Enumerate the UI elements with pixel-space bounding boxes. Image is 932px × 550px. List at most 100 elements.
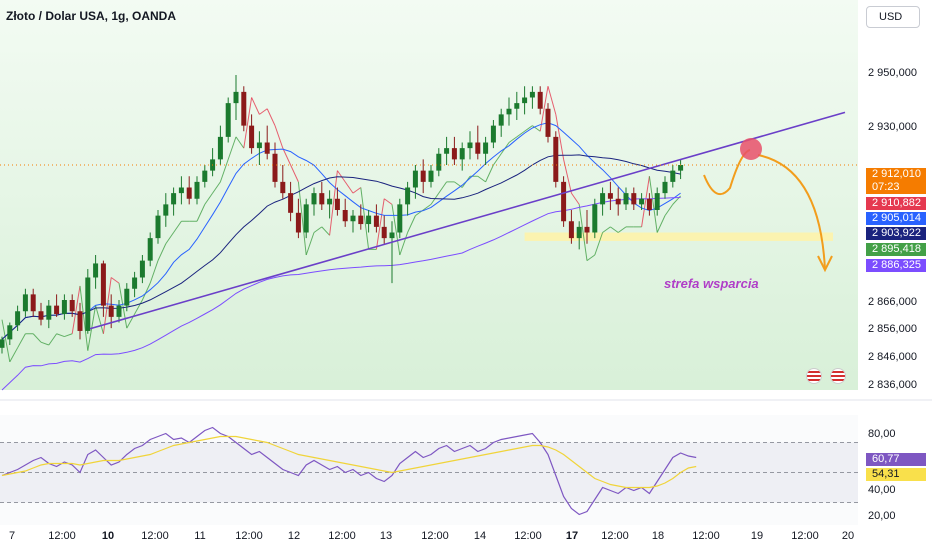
- supertrend-segment: [9, 347, 19, 363]
- time-axis-label: 12:00: [601, 530, 629, 542]
- candle-body: [646, 198, 652, 210]
- supertrend-segment: [578, 204, 588, 261]
- supertrend-segment: [602, 226, 611, 233]
- supertrend-segment: [375, 198, 385, 250]
- supertrend-segment: [17, 333, 26, 349]
- candle-body: [467, 142, 473, 149]
- candle-body: [366, 215, 372, 225]
- supertrend-segment: [485, 164, 494, 183]
- candle-body: [139, 260, 145, 278]
- supertrend-segment: [617, 226, 627, 233]
- rsi-line: [1, 426, 697, 516]
- candle-body: [85, 277, 91, 331]
- candle-body: [77, 311, 83, 331]
- candle-body: [639, 198, 645, 205]
- candle-body: [428, 170, 434, 182]
- supertrend-segment: [313, 226, 323, 233]
- candle-body: [319, 193, 325, 205]
- candle-body: [397, 204, 403, 233]
- candle-body: [171, 193, 177, 205]
- supertrend-segment: [95, 305, 104, 334]
- rsi-ma-value-badge: 54,31: [866, 468, 926, 481]
- time-axis-label: 12:00: [421, 530, 449, 542]
- candle-body: [7, 325, 13, 340]
- time-axis-label: 12:00: [48, 530, 76, 542]
- candle-body: [163, 204, 169, 216]
- supertrend-segment: [570, 192, 580, 205]
- time-axis-label: 7: [8, 530, 16, 542]
- time-axis-label: 12:00: [235, 530, 263, 542]
- time-axis-label: 19: [750, 530, 764, 542]
- supertrend-segment: [290, 164, 299, 183]
- candle-body: [178, 187, 184, 194]
- price-axis-label: 2 856,000: [868, 323, 917, 335]
- supertrend-segment: [422, 203, 432, 211]
- candle-body: [615, 198, 621, 205]
- candle-body: [225, 103, 231, 137]
- supertrend-segment: [243, 97, 253, 149]
- candle-body: [311, 193, 317, 205]
- us-flag-event-icon[interactable]: [806, 368, 822, 384]
- us-flag-event-icon[interactable]: [830, 368, 846, 384]
- candle-body: [264, 142, 270, 154]
- target-marker: [740, 138, 762, 160]
- candle-body: [93, 263, 99, 278]
- supertrend-segment: [391, 204, 401, 256]
- supertrend-segment: [235, 136, 245, 149]
- candle-body: [15, 311, 21, 326]
- candle-body: [522, 97, 528, 104]
- supertrend-segment: [547, 86, 557, 115]
- price-axis-label: 2 930,000: [868, 121, 917, 133]
- candle-body: [61, 300, 67, 315]
- candle-body: [459, 148, 465, 160]
- supertrend-segment: [259, 108, 268, 115]
- candle-body: [545, 108, 551, 137]
- candle-body: [670, 170, 676, 182]
- supertrend-segment: [118, 283, 128, 329]
- supertrend-segment: [165, 232, 175, 245]
- candle-body: [327, 198, 333, 205]
- candle-body: [233, 91, 239, 104]
- supertrend-segment: [610, 226, 619, 233]
- rsi-axis-label: 40,00: [868, 484, 896, 496]
- currency-selector[interactable]: USD: [866, 6, 920, 28]
- supertrend-segment: [539, 86, 549, 132]
- supertrend-segment: [555, 114, 565, 160]
- candle-body: [241, 91, 247, 126]
- candle-body: [444, 148, 450, 154]
- supertrend-segment: [219, 159, 229, 183]
- candle-body: [358, 215, 364, 225]
- supertrend-segment: [594, 232, 604, 256]
- supertrend-segment: [532, 125, 541, 132]
- moving-average-line: [1, 197, 681, 391]
- support-zone-label: strefa wsparcia: [664, 276, 759, 291]
- candle-body: [155, 215, 161, 239]
- candle-body: [108, 305, 114, 317]
- time-axis-label: 12: [287, 530, 301, 542]
- supertrend-segment: [32, 333, 42, 343]
- supertrend-segment: [157, 243, 167, 261]
- candle-body: [561, 181, 567, 222]
- supertrend-segment: [399, 232, 409, 256]
- moving-average-line: [1, 122, 681, 340]
- candle-body: [249, 125, 255, 149]
- supertrend-segment: [407, 215, 416, 233]
- supertrend-segment: [274, 125, 284, 149]
- trendline: [89, 111, 846, 330]
- candle-body: [280, 181, 286, 194]
- candle-body: [194, 181, 200, 199]
- candle-body: [350, 215, 356, 222]
- supertrend-segment: [141, 282, 151, 301]
- supertrend-segment: [305, 232, 315, 256]
- candle-body: [100, 263, 106, 306]
- supertrend-segment: [641, 176, 650, 227]
- chart-title: Złoto / Dolar USA, 1g, OANDA: [6, 9, 177, 23]
- supertrend-segment: [251, 97, 260, 115]
- supertrend-segment: [508, 136, 518, 143]
- candle-body: [576, 226, 582, 239]
- time-axis-label: 11: [194, 530, 206, 542]
- candle-body: [69, 300, 75, 312]
- candle-body: [475, 142, 481, 154]
- supertrend-segment: [656, 215, 666, 233]
